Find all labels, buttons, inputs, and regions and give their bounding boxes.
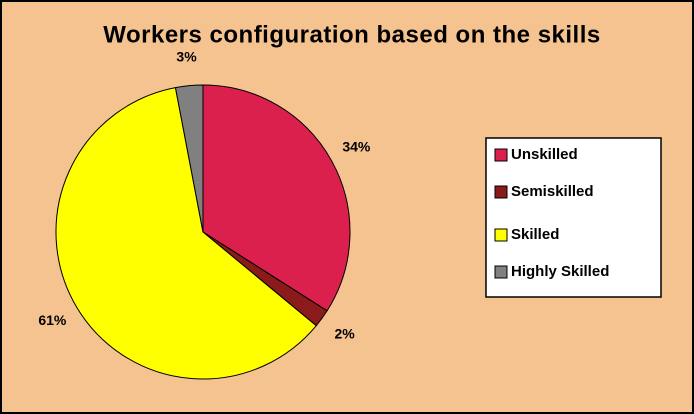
data-label: 34% [342, 138, 371, 154]
legend-box [485, 137, 662, 298]
pie-slice [202, 84, 351, 312]
legend-label: Semiskilled [511, 183, 594, 200]
data-label: 61% [38, 312, 67, 328]
chart-title: Workers configuration based on the skill… [103, 21, 601, 48]
legend-label: Highly Skilled [511, 263, 609, 280]
data-label: 2% [334, 326, 355, 342]
legend-swatch [494, 265, 508, 279]
pie-slice [174, 84, 204, 233]
legend-label: Skilled [511, 226, 559, 243]
legend-label: Unskilled [511, 146, 578, 163]
legend-swatch [494, 148, 508, 162]
data-label: 3% [176, 48, 197, 64]
pie-slice [55, 87, 317, 380]
legend-swatch [494, 228, 508, 242]
legend-swatch [494, 185, 508, 199]
